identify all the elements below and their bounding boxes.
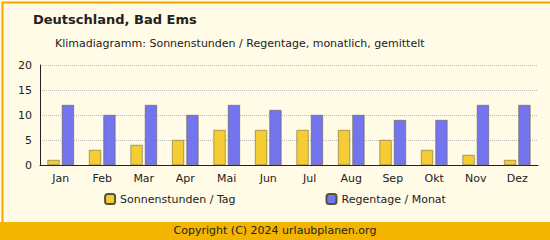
svg-text:Mai: Mai	[217, 172, 236, 185]
svg-text:Apr: Apr	[176, 172, 196, 185]
svg-text:Jul: Jul	[302, 172, 316, 185]
svg-text:20: 20	[18, 59, 32, 72]
svg-text:Aug: Aug	[341, 172, 362, 185]
svg-text:Dez: Dez	[507, 172, 528, 185]
svg-text:Copyright (C) 2024 urlaubplane: Copyright (C) 2024 urlaubplanen.org	[174, 224, 377, 237]
svg-text:10: 10	[18, 109, 32, 122]
svg-text:Jun: Jun	[259, 172, 277, 185]
svg-text:Okt: Okt	[425, 172, 445, 185]
svg-text:Sonnenstunden / Tag: Sonnenstunden / Tag	[120, 193, 235, 206]
svg-text:5: 5	[25, 134, 32, 147]
svg-text:Klimadiagramm: Sonnenstunden /: Klimadiagramm: Sonnenstunden / Regentage…	[55, 37, 425, 50]
svg-text:Deutschland, Bad Ems: Deutschland, Bad Ems	[33, 12, 197, 27]
svg-text:Mar: Mar	[133, 172, 154, 185]
svg-text:Regentage / Monat: Regentage / Monat	[342, 193, 447, 206]
svg-text:15: 15	[18, 84, 32, 97]
svg-text:Jan: Jan	[51, 172, 69, 185]
svg-text:0: 0	[25, 159, 32, 172]
svg-text:Sep: Sep	[382, 172, 403, 185]
svg-text:Nov: Nov	[465, 172, 487, 185]
svg-text:Feb: Feb	[93, 172, 112, 185]
